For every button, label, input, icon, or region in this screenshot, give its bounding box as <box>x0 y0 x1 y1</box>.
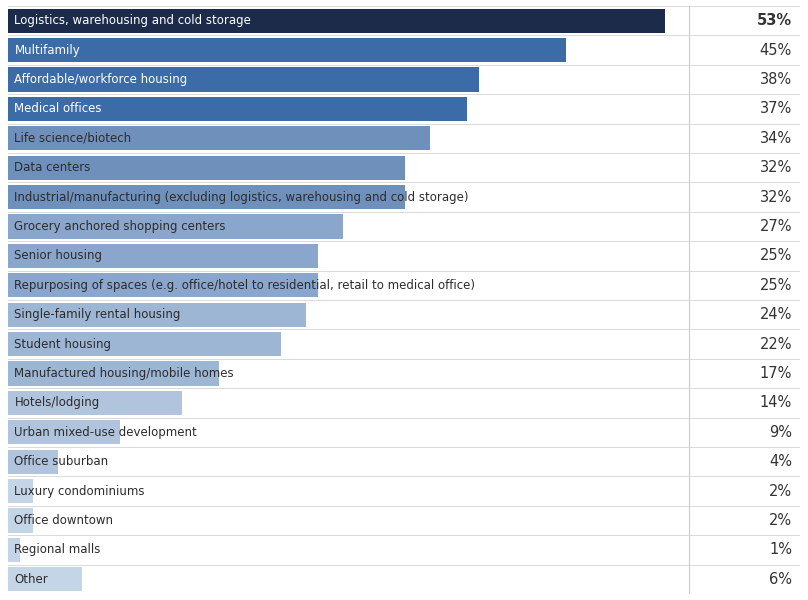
Bar <box>8 8 665 33</box>
Text: Office downtown: Office downtown <box>15 514 113 527</box>
Text: 45%: 45% <box>760 43 792 58</box>
Text: 38%: 38% <box>760 72 792 87</box>
Text: Hotels/lodging: Hotels/lodging <box>15 397 99 409</box>
Text: Urban mixed-use development: Urban mixed-use development <box>15 426 197 439</box>
Bar <box>8 273 318 298</box>
Text: Affordable/workforce housing: Affordable/workforce housing <box>15 73 187 86</box>
Text: 53%: 53% <box>757 13 792 28</box>
Text: Industrial/manufacturing (excluding logistics, warehousing and cold storage): Industrial/manufacturing (excluding logi… <box>15 191 469 203</box>
Bar <box>8 67 479 92</box>
Bar <box>8 214 343 239</box>
Text: Senior housing: Senior housing <box>15 250 103 262</box>
Bar <box>8 302 305 327</box>
Text: 1%: 1% <box>769 542 792 557</box>
Bar <box>8 508 33 533</box>
Text: 27%: 27% <box>760 219 792 234</box>
Bar <box>8 391 182 415</box>
Bar <box>8 479 33 503</box>
Text: 4%: 4% <box>769 454 792 469</box>
Bar <box>8 244 318 268</box>
Text: Single-family rental housing: Single-family rental housing <box>15 308 181 321</box>
Bar <box>8 38 566 62</box>
Text: 17%: 17% <box>760 366 792 381</box>
Text: 37%: 37% <box>760 101 792 116</box>
Bar <box>8 126 430 151</box>
Text: 22%: 22% <box>760 337 792 352</box>
Bar <box>8 567 82 592</box>
Bar <box>8 361 219 386</box>
Text: 2%: 2% <box>769 513 792 528</box>
Text: 9%: 9% <box>769 425 792 440</box>
Text: Regional malls: Regional malls <box>15 544 101 556</box>
Text: Manufactured housing/mobile homes: Manufactured housing/mobile homes <box>15 367 234 380</box>
Bar <box>8 420 120 445</box>
Text: 25%: 25% <box>760 248 792 263</box>
Text: Student housing: Student housing <box>15 338 112 350</box>
Text: Office suburban: Office suburban <box>15 455 108 468</box>
Bar <box>8 97 467 121</box>
Text: Life science/biotech: Life science/biotech <box>15 132 132 145</box>
Text: Data centers: Data centers <box>15 161 90 174</box>
Bar <box>8 449 57 474</box>
Bar <box>8 155 405 180</box>
Text: 25%: 25% <box>760 278 792 293</box>
Text: Logistics, warehousing and cold storage: Logistics, warehousing and cold storage <box>15 14 251 27</box>
Text: Luxury condominiums: Luxury condominiums <box>15 485 145 497</box>
Bar <box>8 185 405 209</box>
Text: 2%: 2% <box>769 484 792 499</box>
Bar <box>8 332 281 356</box>
Text: Medical offices: Medical offices <box>15 103 102 115</box>
Text: Grocery anchored shopping centers: Grocery anchored shopping centers <box>15 220 226 233</box>
Text: 34%: 34% <box>760 131 792 146</box>
Text: 6%: 6% <box>769 572 792 587</box>
Text: 32%: 32% <box>760 190 792 205</box>
Text: Multifamily: Multifamily <box>15 44 80 56</box>
Text: 24%: 24% <box>760 307 792 322</box>
Text: Other: Other <box>15 573 48 586</box>
Text: Repurposing of spaces (e.g. office/hotel to residential, retail to medical offic: Repurposing of spaces (e.g. office/hotel… <box>15 279 475 292</box>
Text: 14%: 14% <box>760 395 792 410</box>
Text: 32%: 32% <box>760 160 792 175</box>
Bar <box>8 538 20 562</box>
